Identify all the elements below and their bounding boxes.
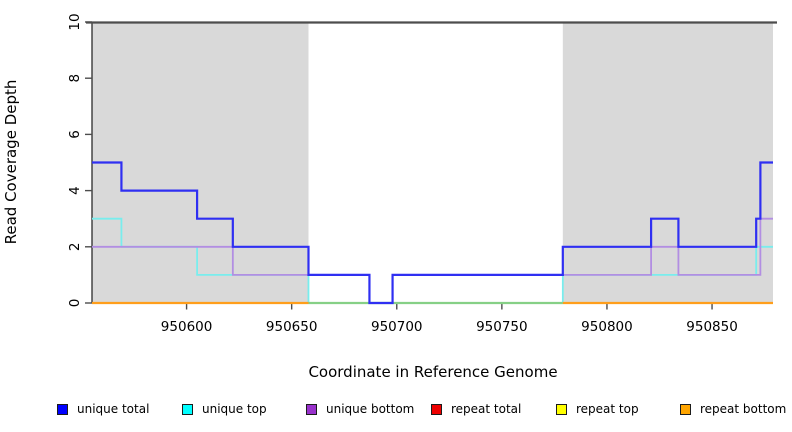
x-tick-label: 950750	[476, 319, 528, 335]
legend-label: repeat top	[576, 402, 639, 416]
legend-item-unique-top: unique top	[182, 401, 267, 417]
series-line-unique-top	[92, 217, 773, 304]
legend-swatch-unique-top	[182, 403, 193, 415]
legend-label: repeat total	[451, 402, 522, 416]
legend-swatch-unique-bottom	[306, 403, 317, 415]
y-tick-label: 2	[67, 243, 83, 252]
legend-label: unique total	[77, 402, 150, 416]
x-tick-label: 950600	[161, 319, 213, 335]
legend-item-repeat-bottom: repeat bottom	[680, 401, 786, 417]
y-tick-label: 6	[67, 130, 83, 139]
legend-swatch-repeat-top	[556, 403, 567, 415]
shaded-repeat-region-right	[562, 22, 773, 303]
x-tick-label: 950850	[686, 319, 738, 335]
legend: unique total unique top unique bottom repea…	[0, 399, 792, 425]
legend-swatch-repeat-total	[431, 403, 442, 415]
x-tick-label: 950800	[581, 319, 633, 335]
plot-layers: 950600 950650 950700 950750 950800 950850 0 2 4 6…	[67, 13, 777, 335]
y-axis-title: Read Coverage Depth	[2, 80, 20, 245]
y-tick-label: 10	[67, 13, 83, 30]
legend-label: unique bottom	[326, 402, 415, 416]
series-line-unique-total	[92, 161, 773, 305]
x-tick-label: 950700	[371, 319, 423, 335]
x-tick-label: 950650	[266, 319, 318, 335]
y-tick-label: 0	[67, 299, 83, 308]
legend-item-repeat-total: repeat total	[431, 401, 521, 417]
legend-item-repeat-top: repeat top	[556, 401, 639, 417]
y-tick-label: 8	[67, 74, 83, 83]
legend-item-unique-total: unique total	[57, 401, 149, 417]
y-tick-label: 4	[67, 186, 83, 195]
legend-swatch-repeat-bottom	[680, 403, 691, 415]
shaded-repeat-region-left	[92, 22, 309, 303]
legend-item-unique-bottom: unique bottom	[306, 401, 414, 417]
legend-label: repeat bottom	[700, 402, 787, 416]
x-axis-title: Coordinate in Reference Genome	[308, 363, 557, 381]
legend-swatch-unique-total	[57, 403, 68, 415]
legend-label: unique top	[202, 402, 267, 416]
